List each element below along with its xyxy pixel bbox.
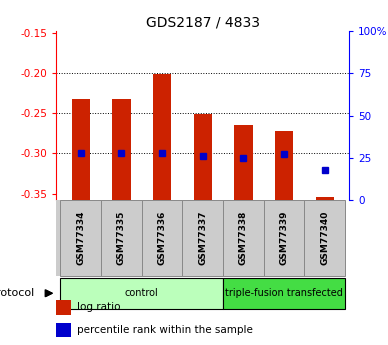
- Bar: [142, 200, 182, 276]
- Bar: [234, 125, 253, 200]
- Text: GSM77339: GSM77339: [280, 211, 289, 265]
- Bar: [71, 99, 90, 200]
- Bar: [153, 74, 171, 200]
- Bar: [182, 200, 223, 276]
- Bar: [264, 200, 305, 276]
- Bar: [56, 300, 71, 315]
- Text: percentile rank within the sample: percentile rank within the sample: [77, 325, 253, 335]
- Bar: [275, 131, 293, 200]
- Title: GDS2187 / 4833: GDS2187 / 4833: [146, 16, 260, 30]
- Text: control: control: [125, 288, 159, 298]
- Bar: [315, 197, 334, 200]
- Text: GSM77337: GSM77337: [198, 211, 207, 265]
- Bar: [223, 200, 264, 276]
- Bar: [112, 99, 130, 200]
- Text: triple-fusion transfected: triple-fusion transfected: [225, 288, 343, 298]
- Text: GSM77338: GSM77338: [239, 211, 248, 265]
- Bar: [60, 200, 101, 276]
- Text: log ratio: log ratio: [77, 302, 120, 312]
- Bar: [305, 200, 345, 276]
- Text: protocol: protocol: [0, 288, 34, 298]
- Bar: [223, 278, 345, 309]
- Bar: [56, 323, 71, 337]
- Text: GSM77336: GSM77336: [158, 211, 166, 265]
- Text: GSM77340: GSM77340: [320, 211, 329, 265]
- Bar: [60, 278, 223, 309]
- Bar: [194, 114, 212, 200]
- Text: GSM77335: GSM77335: [117, 211, 126, 265]
- Bar: [101, 200, 142, 276]
- Text: GSM77334: GSM77334: [76, 211, 85, 265]
